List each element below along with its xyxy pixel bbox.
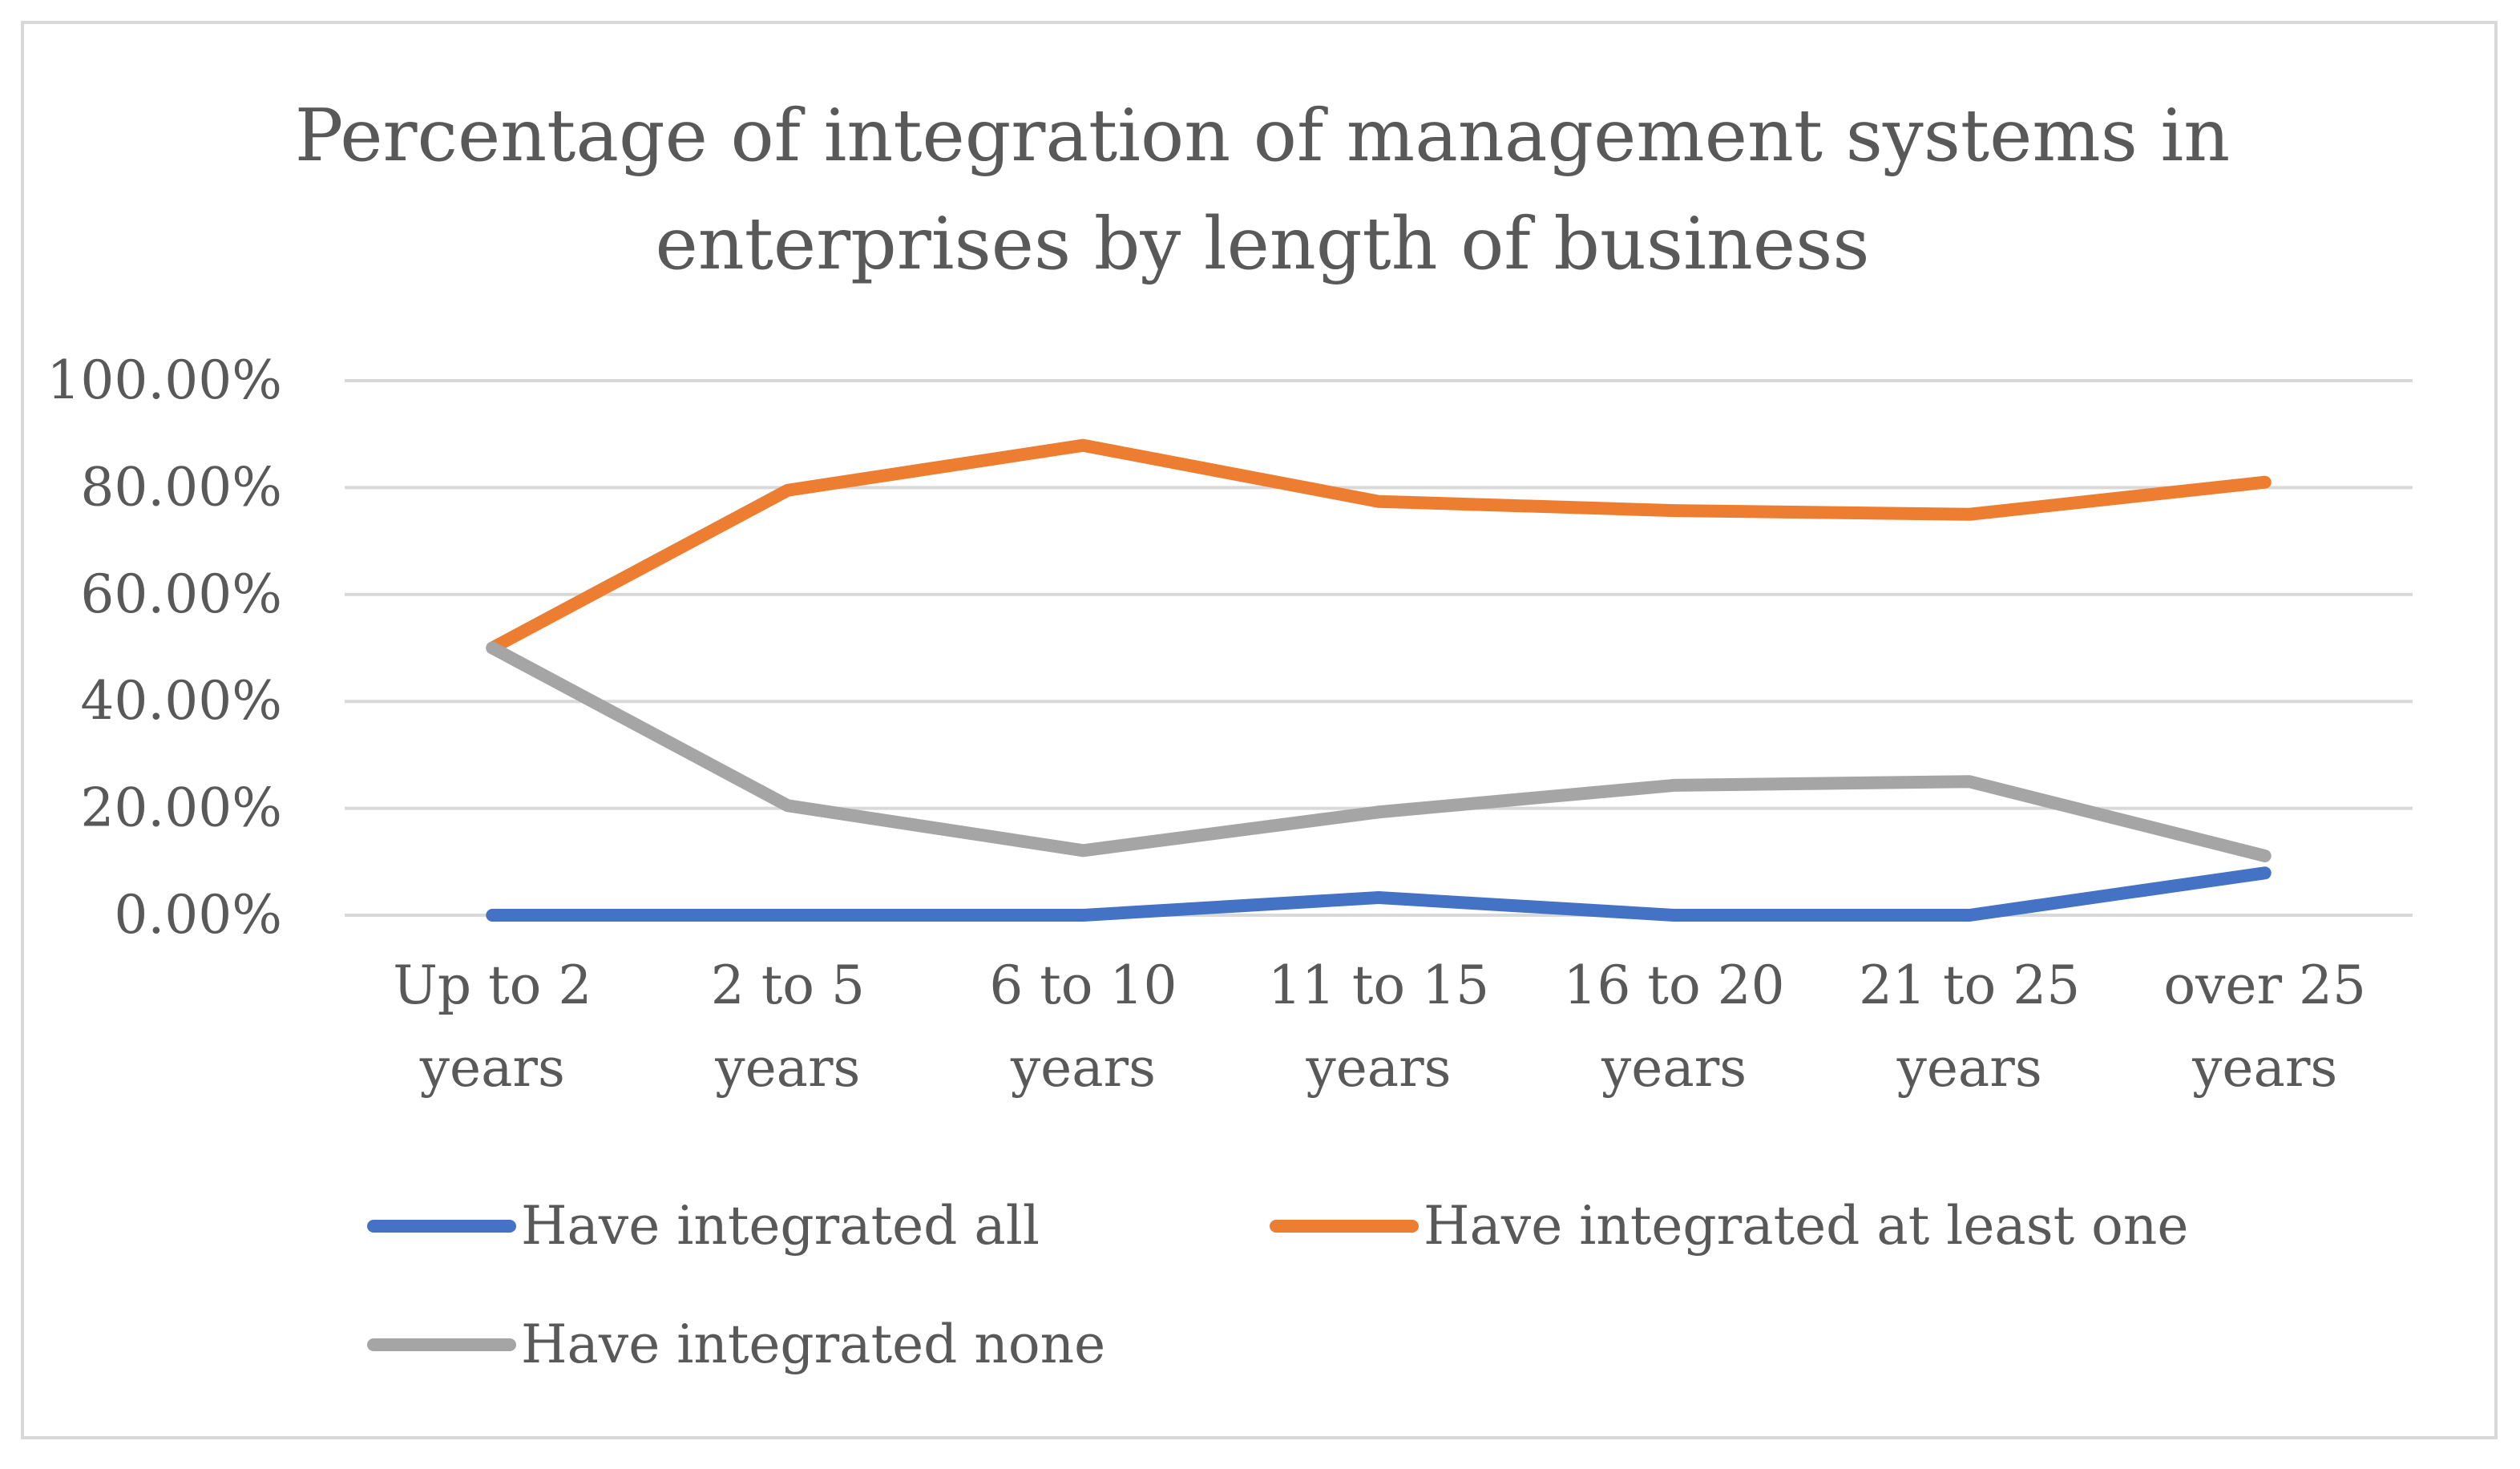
x-tick-label: 2 to 5 <box>711 954 865 1016</box>
x-tick-label: years <box>419 1037 565 1099</box>
y-tick-label: 100.00% <box>46 349 282 411</box>
x-tick-label: years <box>1010 1037 1156 1099</box>
legend-label: Have integrated at least one <box>1424 1195 2188 1257</box>
x-tick-label: 11 to 15 <box>1268 954 1489 1016</box>
legend-label: Have integrated all <box>521 1195 1040 1257</box>
x-tick-label: years <box>1601 1037 1747 1099</box>
y-tick-label: 80.00% <box>80 456 282 518</box>
series-line-have-integrated-at-least-one <box>486 438 2272 655</box>
x-tick-label: years <box>1896 1037 2042 1099</box>
x-tick-label: 6 to 10 <box>989 954 1177 1016</box>
series-lines <box>486 438 2272 922</box>
x-tick-label: 21 to 25 <box>1859 954 2080 1016</box>
x-axis-ticks: Up to 2 years 2 to 5 years 6 to 10 years 11 to… <box>393 954 2366 1099</box>
y-tick-label: 0.00% <box>114 884 282 946</box>
x-tick-label: years <box>714 1037 860 1099</box>
x-tick-label: Up to 2 <box>393 954 592 1016</box>
chart-frame: Percentage of integration of management … <box>21 21 2498 1439</box>
y-axis-ticks: 0.00% 20.00% 40.00% 60.00% 80.00% 100.00% <box>46 349 282 946</box>
x-tick-label: years <box>1305 1037 1451 1099</box>
x-tick-label: 16 to 20 <box>1563 954 1784 1016</box>
y-tick-label: 60.00% <box>80 563 282 625</box>
chart-title: Percentage of integration of management … <box>295 94 2231 286</box>
chart-title-line: enterprises by length of business <box>655 202 1869 286</box>
line-chart: Percentage of integration of management … <box>46 94 2413 1375</box>
gridlines <box>345 379 2413 917</box>
y-tick-label: 20.00% <box>80 777 282 839</box>
x-tick-label: over 25 <box>2163 954 2366 1016</box>
y-tick-label: 40.00% <box>80 670 282 732</box>
x-tick-label: years <box>2191 1037 2337 1099</box>
legend: Have integrated all Have integrated at le… <box>367 1195 2188 1375</box>
series-line-have-integrated-none <box>486 641 2272 862</box>
series-line-have-integrated-all <box>486 866 2272 922</box>
legend-label: Have integrated none <box>521 1314 1105 1375</box>
chart-title-line: Percentage of integration of management … <box>295 94 2231 178</box>
